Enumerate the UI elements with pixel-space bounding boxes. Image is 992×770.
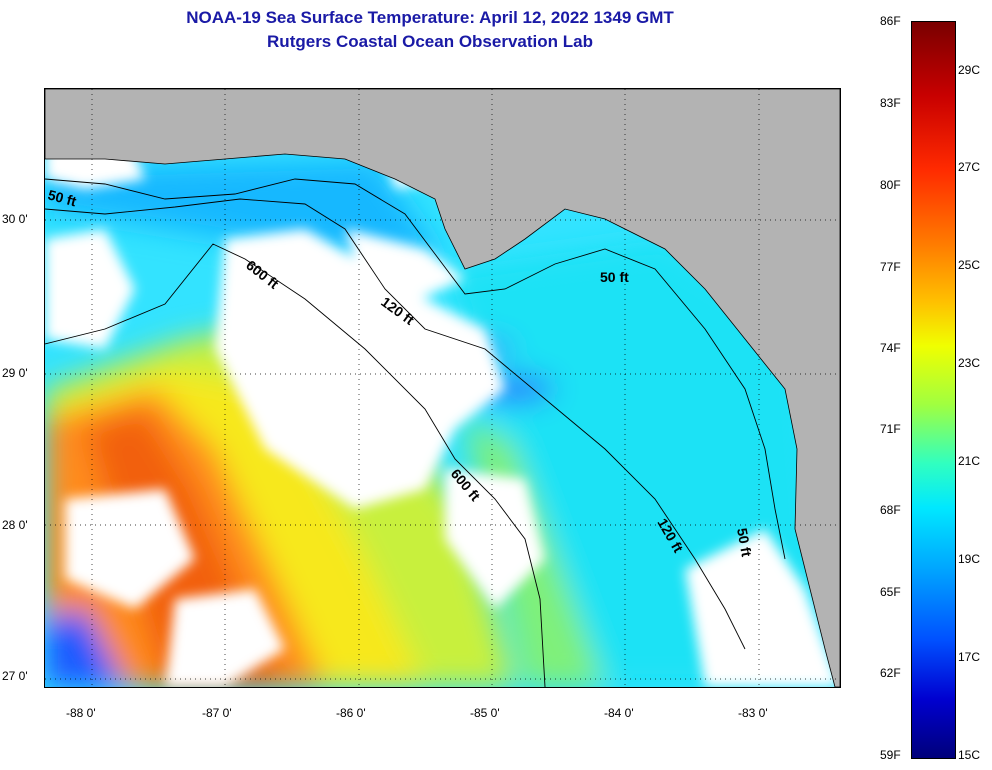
colorbar-f-label: 77F <box>880 260 901 274</box>
colorbar-f-label: 83F <box>880 96 901 110</box>
land-mass <box>45 89 840 687</box>
x-tick-label: -88 0' <box>66 706 96 720</box>
y-tick-label: 27 0' <box>2 669 28 683</box>
colorbar-c-label: 29C <box>958 63 981 77</box>
contour-label-se-50ft: 50 ft <box>734 527 755 558</box>
x-tick-label: -87 0' <box>202 706 232 720</box>
colorbar-c-label: 19C <box>958 552 981 566</box>
x-tick-label: -86 0' <box>336 706 366 720</box>
contour-label-west-50ft: 50 ft <box>46 186 78 209</box>
colorbar-f-label: 80F <box>880 178 901 192</box>
colorbar-f-label: 74F <box>880 341 901 355</box>
colorbar-f-label: 62F <box>880 666 901 680</box>
colorbar-c-label: 23C <box>958 356 981 370</box>
colorbar-c-label: 17C <box>958 650 981 664</box>
x-tick-label: -85 0' <box>470 706 500 720</box>
colorbar-c-label: 15C <box>958 748 981 762</box>
colorbar-f-label: 59F <box>880 748 901 762</box>
x-tick-label: -83 0' <box>738 706 768 720</box>
colorbar-f-label: 86F <box>880 14 901 28</box>
colorbar-f-label: 71F <box>880 422 901 436</box>
bathymetry-contours <box>45 178 786 687</box>
colorbar-c-label: 21C <box>958 454 981 468</box>
map-subtitle: Rutgers Coastal Ocean Observation Lab <box>267 32 593 51</box>
colorbar-f-label: 65F <box>880 585 901 599</box>
colorbar-c-label: 25C <box>958 258 981 272</box>
colorbar-f-label: 68F <box>880 503 901 517</box>
y-tick-label: 28 0' <box>2 518 28 532</box>
x-tick-label: -84 0' <box>604 706 634 720</box>
temperature-colorbar <box>911 21 956 759</box>
contour-label-east-50ft: 50 ft <box>600 269 629 285</box>
map-title: NOAA-19 Sea Surface Temperature: April 1… <box>186 8 674 27</box>
sst-map: 50 ft 50 ft 600 ft 120 ft 600 ft 120 ft … <box>44 88 841 688</box>
sst-map-svg: 50 ft 50 ft 600 ft 120 ft 600 ft 120 ft … <box>45 89 840 687</box>
colorbar-c-label: 27C <box>958 160 981 174</box>
y-tick-label: 29 0' <box>2 366 28 380</box>
y-tick-label: 30 0' <box>2 212 28 226</box>
